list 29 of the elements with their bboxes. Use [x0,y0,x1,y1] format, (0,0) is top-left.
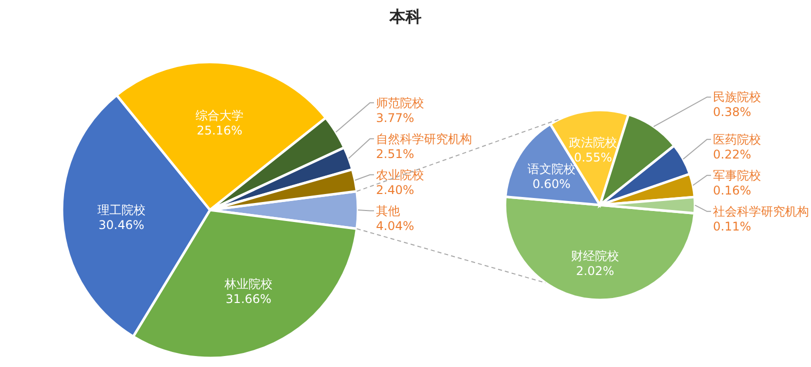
slice-label: 政法院校 [569,135,618,150]
data-label: 4.04% [376,218,414,233]
data-label: 25.16% [196,124,242,138]
slice-label: 语文院校 [528,162,576,176]
slice-label: 农业院校 [376,168,424,182]
data-label: 3.77% [376,110,414,125]
data-label: 0.60% [532,177,571,192]
data-label: 0.22% [713,147,752,162]
data-label: 0.16% [713,183,752,198]
data-label: 2.40% [376,182,414,197]
data-label: 30.46% [98,218,144,232]
slice-label: 民族院校 [713,90,761,104]
slice-label: 财经院校 [571,248,620,263]
data-label: 2.02% [576,264,614,278]
slice-label: 师范院校 [376,96,424,110]
slice-label: 林业院校 [224,276,273,291]
data-label: 0.11% [713,219,752,234]
data-label: 0.38% [713,105,752,120]
slice-label: 综合大学 [196,108,244,123]
data-label: 2.51% [376,146,414,161]
chart-title: 本科 [388,7,422,26]
slice-label: 社会科学研究机构 [713,204,809,218]
slice-label: 其他 [376,204,400,218]
slice-label: 自然科学研究机构 [376,132,472,146]
slice-label: 军事院校 [713,168,761,182]
data-label: 0.55% [574,150,612,164]
slice-label: 医药院校 [713,132,761,146]
slice-label: 理工院校 [97,203,146,218]
data-label: 31.66% [226,292,272,306]
